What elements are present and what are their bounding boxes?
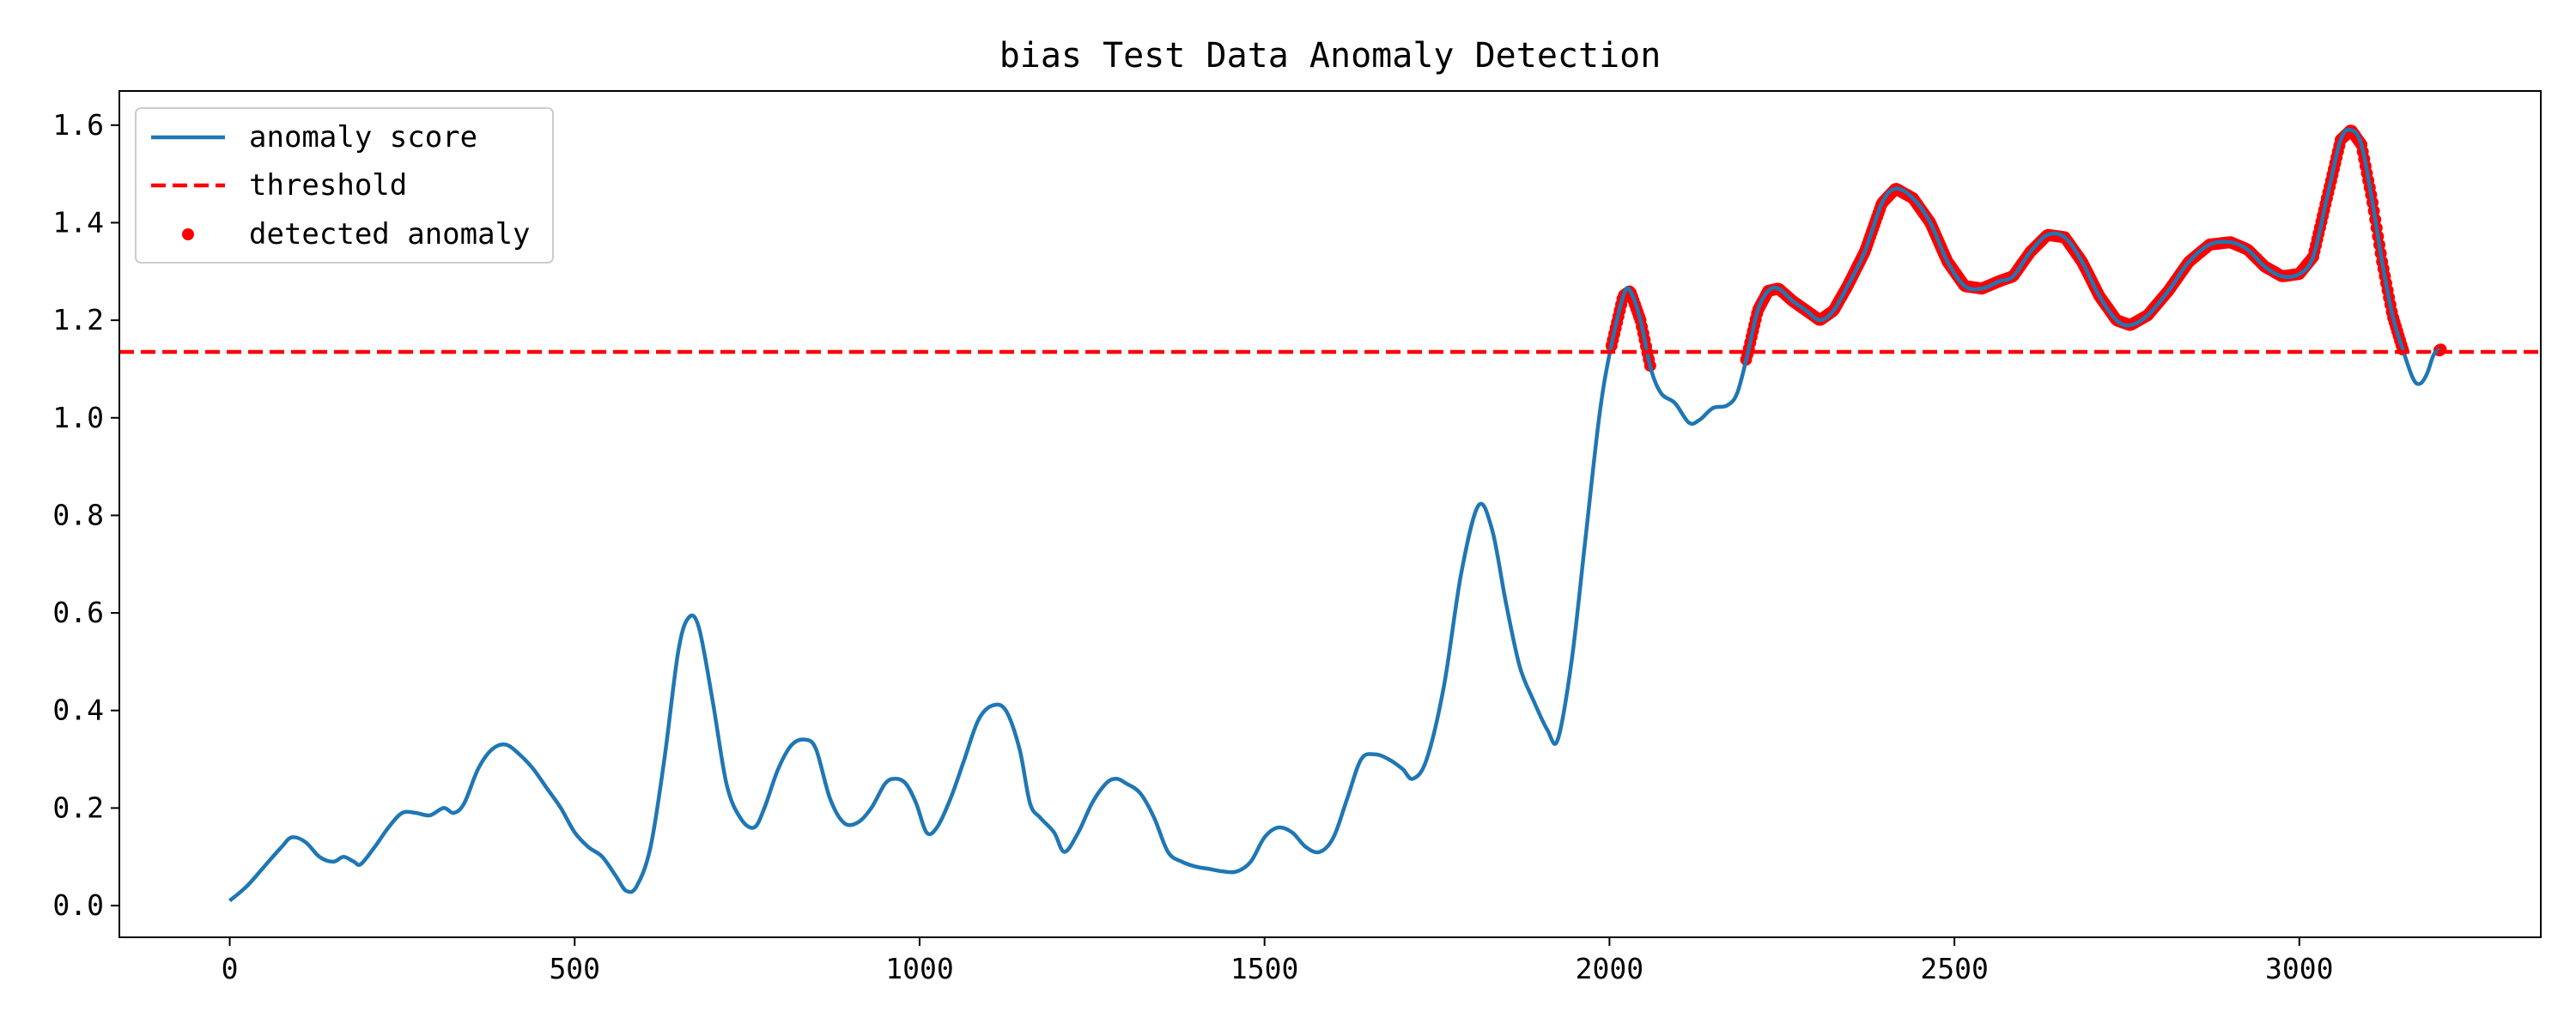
x-tick-label: 2500: [1920, 952, 1988, 985]
x-tick-label: 3000: [2265, 952, 2333, 985]
y-tick-label: 1.0: [52, 401, 104, 434]
y-tick-label: 0.0: [52, 888, 104, 922]
anomaly-score-line: [228, 127, 2442, 903]
x-tick-label: 2000: [1576, 952, 1643, 985]
y-tick-label: 0.2: [52, 791, 104, 824]
chart-title: bias Test Data Anomaly Detection: [999, 36, 1662, 76]
x-tick-label: 1500: [1230, 952, 1298, 985]
legend-swatch-detected-anomaly: [182, 228, 194, 240]
y-tick-label: 0.8: [52, 498, 104, 531]
plot-area: [119, 124, 2541, 903]
legend: anomaly score threshold detected anomaly: [135, 107, 554, 264]
legend-label-detected-anomaly: detected anomaly: [249, 217, 531, 251]
plot-inner: [119, 124, 2541, 903]
y-tick-label: 1.6: [52, 108, 104, 142]
x-tick-label: 0: [222, 952, 239, 985]
axes: 0 500 1000 1500 2000 2500 3000 0.0 0.2 0.4 0.6 0.8 1…: [52, 90, 2542, 985]
y-tick-label: 0.6: [52, 596, 104, 629]
y-tick-label: 1.4: [52, 205, 104, 239]
legend-box: [135, 107, 554, 264]
y-tick-label: 1.2: [52, 303, 104, 336]
x-tick-label: 500: [549, 952, 600, 985]
x-tick-label: 1000: [885, 952, 953, 985]
legend-label-anomaly-score: anomaly score: [249, 120, 477, 154]
axes-frame: [118, 90, 2542, 938]
legend-label-threshold: threshold: [249, 168, 407, 203]
y-tick-label: 0.4: [52, 694, 104, 727]
